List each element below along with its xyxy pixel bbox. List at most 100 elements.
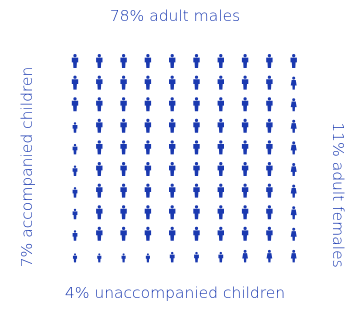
adult-male-icon <box>290 54 297 68</box>
adult-male-icon <box>144 183 152 198</box>
adult-male-icon <box>96 183 103 198</box>
adult-male-icon <box>217 205 224 220</box>
accompanied-child-icon <box>169 251 175 263</box>
adult-male-icon <box>266 205 273 220</box>
adult-male-icon <box>144 226 152 241</box>
adult-male-icon <box>120 118 127 133</box>
adult-male-icon <box>144 54 152 68</box>
adult-male-icon <box>266 54 273 68</box>
adult-male-icon <box>241 54 249 68</box>
adult-male-icon <box>120 97 127 112</box>
adult-male-icon <box>217 54 224 68</box>
adult-male-icon <box>266 226 273 241</box>
accompanied-child-icon <box>194 251 199 263</box>
accompanied-child-icon <box>72 230 78 241</box>
adult-female-icon <box>290 76 297 90</box>
label-unaccompanied-children: 4% unaccompanied children <box>64 284 286 302</box>
adult-male-icon <box>96 54 103 68</box>
adult-male-icon <box>266 75 273 90</box>
adult-male-icon <box>266 162 273 176</box>
adult-male-icon <box>120 75 127 90</box>
adult-female-icon <box>290 184 297 198</box>
adult-male-icon <box>120 226 127 241</box>
adult-male-icon <box>241 205 249 220</box>
adult-female-icon <box>290 206 297 220</box>
adult-male-icon <box>169 140 176 155</box>
adult-male-icon <box>193 226 200 241</box>
adult-male-icon <box>169 97 176 112</box>
adult-male-icon <box>193 54 200 68</box>
adult-male-icon <box>241 226 249 241</box>
adult-male-icon <box>96 118 103 133</box>
adult-male-icon <box>144 75 152 90</box>
adult-male-icon <box>71 54 79 68</box>
adult-male-icon <box>193 118 200 133</box>
unaccompanied-child-icon <box>72 253 78 263</box>
adult-male-icon <box>193 205 200 220</box>
accompanied-child-icon <box>218 251 224 263</box>
unaccompanied-child-icon <box>121 253 126 263</box>
adult-male-icon <box>217 75 224 90</box>
adult-male-icon <box>96 140 103 155</box>
adult-male-icon <box>266 97 273 112</box>
adult-male-icon <box>266 183 273 198</box>
adult-male-icon <box>193 97 200 112</box>
adult-female-icon <box>242 249 248 263</box>
adult-female-icon <box>290 98 297 112</box>
adult-male-icon <box>144 97 152 112</box>
adult-male-icon <box>217 97 224 112</box>
adult-male-icon <box>241 97 249 112</box>
adult-male-icon <box>266 118 273 133</box>
accompanied-child-icon <box>72 208 78 220</box>
adult-male-icon <box>169 205 176 220</box>
adult-male-icon <box>241 183 249 198</box>
adult-male-icon <box>169 162 176 176</box>
adult-male-icon <box>266 140 273 155</box>
adult-male-icon <box>193 140 200 155</box>
adult-female-icon <box>290 141 297 155</box>
adult-male-icon <box>120 183 127 198</box>
adult-female-icon <box>290 249 297 263</box>
adult-male-icon <box>217 162 224 176</box>
adult-female-icon <box>290 227 297 241</box>
adult-female-icon <box>266 249 273 263</box>
adult-male-icon <box>169 118 176 133</box>
adult-male-icon <box>217 226 224 241</box>
adult-male-icon <box>120 205 127 220</box>
adult-male-icon <box>96 75 103 90</box>
adult-male-icon <box>96 205 103 220</box>
accompanied-child-icon <box>72 187 78 198</box>
adult-male-icon <box>144 140 152 155</box>
adult-male-icon <box>193 162 200 176</box>
adult-male-icon <box>71 75 79 90</box>
adult-male-icon <box>120 140 127 155</box>
adult-male-icon <box>169 54 176 68</box>
adult-male-icon <box>96 162 103 176</box>
adult-male-icon <box>169 75 176 90</box>
adult-male-icon <box>217 183 224 198</box>
adult-male-icon <box>169 226 176 241</box>
adult-male-icon <box>193 183 200 198</box>
adult-male-icon <box>217 118 224 133</box>
accompanied-child-icon <box>72 122 78 133</box>
accompanied-child-icon <box>72 165 78 176</box>
unaccompanied-child-icon <box>145 253 150 263</box>
label-adult-males: 78% adult males <box>109 7 241 25</box>
adult-male-icon <box>71 97 79 112</box>
adult-male-icon <box>96 226 103 241</box>
unaccompanied-child-icon <box>97 253 102 263</box>
adult-male-icon <box>241 140 249 155</box>
adult-male-icon <box>241 162 249 176</box>
adult-female-icon <box>290 119 297 133</box>
adult-female-icon <box>290 163 297 176</box>
adult-male-icon <box>144 205 152 220</box>
adult-male-icon <box>120 54 127 68</box>
adult-male-icon <box>169 183 176 198</box>
adult-male-icon <box>120 162 127 176</box>
adult-male-icon <box>96 97 103 112</box>
adult-male-icon <box>144 162 152 176</box>
adult-male-icon <box>217 140 224 155</box>
adult-male-icon <box>241 118 249 133</box>
accompanied-child-icon <box>72 143 78 155</box>
